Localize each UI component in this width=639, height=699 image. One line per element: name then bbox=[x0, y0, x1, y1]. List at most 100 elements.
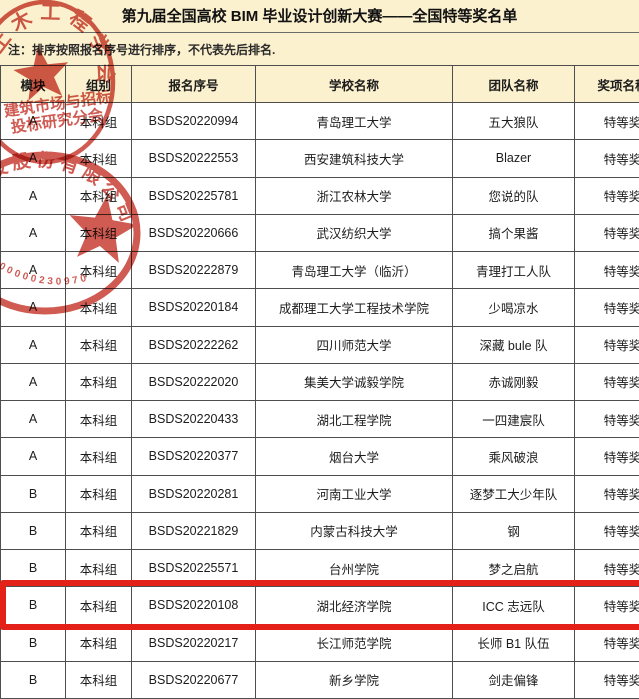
team-cell: 搞个果酱 bbox=[453, 214, 575, 251]
school-cell: 浙江农林大学 bbox=[256, 177, 453, 214]
school-cell: 台州学院 bbox=[256, 550, 453, 587]
header-award: 奖项名称 bbox=[575, 66, 639, 103]
table-row: B 本科组 BSDS20220281 河南工业大学 逐梦工大少年队 特等奖 bbox=[1, 475, 639, 512]
award-cell: 特等奖 bbox=[575, 140, 639, 177]
school-cell: 湖北经济学院 bbox=[256, 587, 453, 624]
award-cell: 特等奖 bbox=[575, 438, 639, 475]
group-cell: 本科组 bbox=[66, 550, 132, 587]
award-cell: 特等奖 bbox=[575, 252, 639, 289]
school-cell: 青岛理工大学 bbox=[256, 103, 453, 140]
team-cell: 逐梦工大少年队 bbox=[453, 475, 575, 512]
serial-cell: BSDS20220184 bbox=[132, 289, 256, 326]
serial-cell: BSDS20222020 bbox=[132, 363, 256, 400]
table-row: A 本科组 BSDS20220377 烟台大学 乘风破浪 特等奖 bbox=[1, 438, 639, 475]
group-cell: 本科组 bbox=[66, 438, 132, 475]
header-team: 团队名称 bbox=[453, 66, 575, 103]
team-cell: 剑走偏锋 bbox=[453, 661, 575, 698]
module-cell: B bbox=[1, 512, 66, 549]
group-cell: 本科组 bbox=[66, 214, 132, 251]
table-body: A 本科组 BSDS20220994 青岛理工大学 五大狼队 特等奖 A 本科组… bbox=[1, 103, 639, 699]
school-cell: 青岛理工大学（临沂） bbox=[256, 252, 453, 289]
header-group: 组别 bbox=[66, 66, 132, 103]
team-cell: 赤诚刚毅 bbox=[453, 363, 575, 400]
header-row: 模块 组别 报名序号 学校名称 团队名称 奖项名称 bbox=[1, 66, 639, 103]
group-cell: 本科组 bbox=[66, 289, 132, 326]
group-cell: 本科组 bbox=[66, 252, 132, 289]
team-cell: 一四建宸队 bbox=[453, 401, 575, 438]
school-cell: 西安建筑科技大学 bbox=[256, 140, 453, 177]
module-cell: A bbox=[1, 140, 66, 177]
module-cell: B bbox=[1, 624, 66, 661]
award-cell: 特等奖 bbox=[575, 624, 639, 661]
module-cell: A bbox=[1, 438, 66, 475]
serial-cell: BSDS20222262 bbox=[132, 326, 256, 363]
team-cell: 钢 bbox=[453, 512, 575, 549]
award-cell: 特等奖 bbox=[575, 103, 639, 140]
serial-cell: BSDS20221829 bbox=[132, 512, 256, 549]
serial-cell: BSDS20225781 bbox=[132, 177, 256, 214]
group-cell: 本科组 bbox=[66, 363, 132, 400]
award-cell: 特等奖 bbox=[575, 587, 639, 624]
module-cell: A bbox=[1, 401, 66, 438]
award-cell: 特等奖 bbox=[575, 401, 639, 438]
module-cell: A bbox=[1, 363, 66, 400]
module-cell: B bbox=[1, 587, 66, 624]
team-cell: 您说的队 bbox=[453, 177, 575, 214]
school-cell: 河南工业大学 bbox=[256, 475, 453, 512]
team-cell: 乘风破浪 bbox=[453, 438, 575, 475]
award-cell: 特等奖 bbox=[575, 363, 639, 400]
school-cell: 湖北工程学院 bbox=[256, 401, 453, 438]
module-cell: B bbox=[1, 661, 66, 698]
module-cell: A bbox=[1, 252, 66, 289]
team-cell: 长师 B1 队伍 bbox=[453, 624, 575, 661]
award-cell: 特等奖 bbox=[575, 512, 639, 549]
table-row: A 本科组 BSDS20225781 浙江农林大学 您说的队 特等奖 bbox=[1, 177, 639, 214]
sort-note: 注：排序按照报名序号进行排序，不代表先后排名. bbox=[0, 33, 639, 65]
module-cell: A bbox=[1, 103, 66, 140]
school-cell: 四川师范大学 bbox=[256, 326, 453, 363]
serial-cell: BSDS20220666 bbox=[132, 214, 256, 251]
school-cell: 集美大学诚毅学院 bbox=[256, 363, 453, 400]
school-cell: 新乡学院 bbox=[256, 661, 453, 698]
serial-cell: BSDS20220217 bbox=[132, 624, 256, 661]
table-row: B 本科组 BSDS20220677 新乡学院 剑走偏锋 特等奖 bbox=[1, 661, 639, 698]
module-cell: A bbox=[1, 214, 66, 251]
group-cell: 本科组 bbox=[66, 475, 132, 512]
table-row: A 本科组 BSDS20222020 集美大学诚毅学院 赤诚刚毅 特等奖 bbox=[1, 363, 639, 400]
module-cell: A bbox=[1, 289, 66, 326]
header-school: 学校名称 bbox=[256, 66, 453, 103]
award-cell: 特等奖 bbox=[575, 289, 639, 326]
table-row: B 本科组 BSDS20220108 湖北经济学院 ICC 志远队 特等奖 bbox=[1, 587, 639, 624]
serial-cell: BSDS20220677 bbox=[132, 661, 256, 698]
team-cell: 梦之启航 bbox=[453, 550, 575, 587]
header-serial: 报名序号 bbox=[132, 66, 256, 103]
table-row: A 本科组 BSDS20220994 青岛理工大学 五大狼队 特等奖 bbox=[1, 103, 639, 140]
team-cell: 青理打工人队 bbox=[453, 252, 575, 289]
group-cell: 本科组 bbox=[66, 401, 132, 438]
table-row: A 本科组 BSDS20222262 四川师范大学 深藏 bule 队 特等奖 bbox=[1, 326, 639, 363]
group-cell: 本科组 bbox=[66, 103, 132, 140]
school-cell: 武汉纺织大学 bbox=[256, 214, 453, 251]
group-cell: 本科组 bbox=[66, 140, 132, 177]
group-cell: 本科组 bbox=[66, 661, 132, 698]
team-cell: 少喝凉水 bbox=[453, 289, 575, 326]
school-cell: 长江师范学院 bbox=[256, 624, 453, 661]
serial-cell: BSDS20225571 bbox=[132, 550, 256, 587]
group-cell: 本科组 bbox=[66, 624, 132, 661]
serial-cell: BSDS20220281 bbox=[132, 475, 256, 512]
table-row: A 本科组 BSDS20220433 湖北工程学院 一四建宸队 特等奖 bbox=[1, 401, 639, 438]
group-cell: 本科组 bbox=[66, 326, 132, 363]
serial-cell: BSDS20220994 bbox=[132, 103, 256, 140]
award-cell: 特等奖 bbox=[575, 661, 639, 698]
school-cell: 成都理工大学工程技术学院 bbox=[256, 289, 453, 326]
table-row: A 本科组 BSDS20222879 青岛理工大学（临沂） 青理打工人队 特等奖 bbox=[1, 252, 639, 289]
award-table: 模块 组别 报名序号 学校名称 团队名称 奖项名称 A 本科组 BSDS2022… bbox=[0, 65, 639, 699]
award-cell: 特等奖 bbox=[575, 326, 639, 363]
table-row: B 本科组 BSDS20225571 台州学院 梦之启航 特等奖 bbox=[1, 550, 639, 587]
table-row: A 本科组 BSDS20220184 成都理工大学工程技术学院 少喝凉水 特等奖 bbox=[1, 289, 639, 326]
table-row: A 本科组 BSDS20220666 武汉纺织大学 搞个果酱 特等奖 bbox=[1, 214, 639, 251]
team-cell: 五大狼队 bbox=[453, 103, 575, 140]
module-cell: B bbox=[1, 475, 66, 512]
award-cell: 特等奖 bbox=[575, 177, 639, 214]
table-row: B 本科组 BSDS20220217 长江师范学院 长师 B1 队伍 特等奖 bbox=[1, 624, 639, 661]
